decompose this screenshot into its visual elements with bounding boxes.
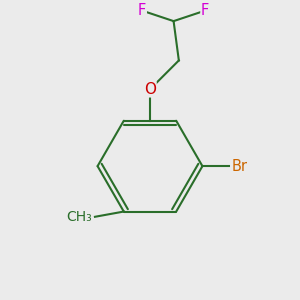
- Text: F: F: [201, 3, 209, 18]
- Text: Br: Br: [231, 159, 247, 174]
- Text: CH₃: CH₃: [67, 210, 92, 224]
- Text: F: F: [138, 3, 146, 18]
- Text: O: O: [144, 82, 156, 97]
